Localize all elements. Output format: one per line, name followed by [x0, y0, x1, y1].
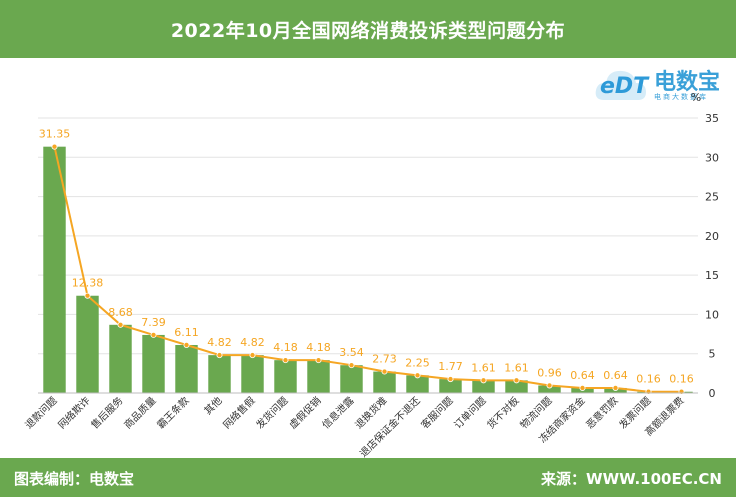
x-tick-label: 商品质量 [121, 394, 158, 431]
footer: 图表编制：电数宝 来源：WWW.100EC.CN [0, 458, 736, 497]
line-point [381, 368, 388, 375]
y-unit-label: % [691, 91, 701, 104]
logo-tagline: 电商大数据库 [654, 93, 708, 101]
line-point [315, 357, 322, 364]
data-label: 31.35 [39, 128, 71, 141]
data-label: 8.68 [108, 306, 133, 319]
line-point [51, 143, 58, 150]
line-point [612, 384, 619, 391]
data-label: 4.82 [207, 336, 232, 349]
x-tick-label: 货不对板 [484, 394, 521, 431]
y-tick-label: 5 [709, 348, 716, 361]
data-label: 6.11 [174, 326, 199, 339]
line-point [117, 321, 124, 328]
data-label: 0.16 [669, 373, 694, 386]
x-tick-label: 发货问题 [253, 394, 290, 431]
x-tick-label: 网络售假 [220, 394, 257, 431]
chart-header: 2022年10月全国网络消费投诉类型问题分布 [0, 0, 736, 58]
bar [373, 371, 396, 393]
y-tick-label: 30 [705, 151, 719, 164]
bar [274, 360, 297, 393]
x-tick-label: 恶意罚款 [583, 394, 620, 431]
line-point [414, 372, 421, 379]
x-tick-label: 售后服务 [88, 394, 125, 431]
series-line [53, 146, 682, 393]
value-labels: 31.35 12.38 8.68 7.39 6.11 4.82 4.82 4.18 4.18 3.… [39, 128, 694, 386]
y-tick-label: 15 [705, 269, 719, 282]
line-point [282, 357, 289, 364]
x-tick-label: 虚假促销 [286, 394, 323, 431]
data-label: 4.18 [306, 341, 331, 354]
data-label: 4.82 [240, 336, 265, 349]
bar [175, 344, 198, 393]
x-tick-label: 其他 [201, 394, 224, 417]
data-label: 1.61 [471, 361, 496, 374]
data-label: 7.39 [141, 316, 166, 329]
data-label: 0.64 [603, 369, 628, 382]
footer-source: 来源：WWW.100EC.CN [541, 470, 722, 488]
x-tick-label: 网络欺诈 [55, 394, 92, 431]
brand-logo: eDT 电数宝 电商大数据库 [594, 62, 720, 108]
data-label: 0.64 [570, 369, 595, 382]
line-point [84, 292, 91, 299]
line-point [348, 362, 355, 369]
data-label: 4.18 [273, 341, 298, 354]
line-point [678, 388, 685, 395]
y-tick-label: 35 [705, 112, 719, 125]
data-label: 0.16 [636, 373, 661, 386]
bar [241, 355, 264, 393]
bar [439, 379, 462, 393]
data-label: 1.77 [438, 360, 463, 373]
bar [538, 385, 561, 393]
line-point [645, 388, 652, 395]
line-point [546, 382, 553, 389]
cloud-logo-icon [595, 70, 646, 100]
line-point [216, 352, 223, 359]
footer-credit: 图表编制：电数宝 [14, 470, 135, 488]
line-point [150, 331, 157, 338]
bar [472, 380, 495, 393]
bars [43, 146, 693, 393]
bar [208, 355, 231, 393]
bar-line-chart: 31.35 12.38 8.68 7.39 6.11 4.82 4.82 4.18 4.18 3.… [22, 91, 719, 458]
data-label: 2.73 [372, 353, 397, 366]
bar [340, 365, 363, 393]
data-label: 2.25 [405, 356, 430, 369]
data-label: 1.61 [504, 361, 529, 374]
bar [43, 146, 66, 393]
bar [142, 334, 165, 393]
y-tick-label: 10 [705, 308, 719, 321]
bar [406, 375, 429, 393]
y-tick-label: 20 [705, 230, 719, 243]
x-tick-label: 霸王条款 [154, 394, 191, 431]
bar [307, 360, 330, 393]
chart-title: 2022年10月全国网络消费投诉类型问题分布 [170, 19, 566, 42]
data-label: 3.54 [339, 346, 364, 359]
line-point [447, 376, 454, 383]
y-tick-label: 0 [709, 387, 716, 400]
logo-name: 电数宝 [654, 70, 721, 95]
gridlines [38, 117, 698, 394]
bar [505, 380, 528, 393]
x-tick-label: 退款问题 [22, 394, 59, 431]
x-tick-label: 订单问题 [451, 394, 488, 431]
trend-line [51, 143, 685, 395]
logo-mark: eDT [600, 74, 649, 99]
x-tick-label: 客服问题 [418, 394, 455, 431]
line-point [579, 384, 586, 391]
line-point [480, 377, 487, 384]
line-point [513, 377, 520, 384]
x-tick-label: 信息泄露 [319, 394, 356, 431]
bar [76, 295, 99, 393]
data-label: 0.96 [537, 366, 562, 379]
line-point [183, 341, 190, 348]
bar [109, 324, 132, 393]
y-tick-label: 25 [705, 191, 719, 204]
data-label: 12.38 [72, 277, 104, 290]
line-point [249, 352, 256, 359]
